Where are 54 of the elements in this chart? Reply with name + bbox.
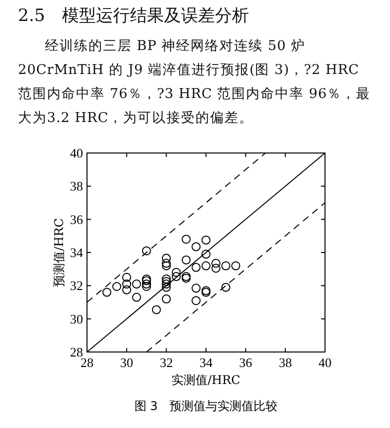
point <box>142 280 151 289</box>
text: 经训练的三层 BP 神经网络对连续 50 炉 20CrMnTiH 的 J9 端淬值进行预报(图 3)，?2 HRC 范围内命中率 76％，?3 HRC 范围内命中率 96％，最大为3.2 HRC，为可以接受的偏差。 <box>18 37 372 128</box>
point <box>221 261 230 270</box>
point <box>192 262 201 272</box>
y-tick-label: 28 <box>70 344 83 360</box>
y-axis-title: 预测值/HRC <box>52 218 66 287</box>
y-tick-label: 30 <box>70 311 83 326</box>
point <box>162 261 171 270</box>
x-tick-label: 38 <box>278 355 292 370</box>
point <box>122 285 132 294</box>
point <box>142 246 151 256</box>
point <box>152 305 161 314</box>
point <box>162 277 171 286</box>
x-tick-label: 28 <box>80 355 94 370</box>
point <box>211 264 220 273</box>
point <box>182 255 191 264</box>
point <box>132 280 142 289</box>
chart-title: 2.5 模型运行结果及误差分析 <box>18 5 250 27</box>
x-tick-label: 30 <box>120 355 134 370</box>
point <box>162 282 171 292</box>
point <box>202 261 210 270</box>
point <box>102 288 112 297</box>
point <box>221 282 230 292</box>
y-tick-label: 40 <box>70 146 83 160</box>
y-tick-label: 36 <box>70 212 84 227</box>
point <box>172 268 181 277</box>
point <box>192 242 201 252</box>
point <box>202 250 210 259</box>
point <box>211 258 220 268</box>
x-tick-label: 36 <box>239 355 253 370</box>
x-tick-label: 32 <box>160 355 173 370</box>
y-tick-label: 38 <box>70 178 83 194</box>
point <box>162 274 171 284</box>
point <box>132 292 142 302</box>
x-axis-title: 实测值/HRC <box>172 373 240 387</box>
point <box>112 282 122 291</box>
x-tick-label: 40 <box>318 355 332 370</box>
x-tick-label: 34 <box>200 355 213 370</box>
y-tick-label: 34 <box>70 245 84 260</box>
caption: 图 3 预测值与实测值比较 <box>134 399 278 413</box>
point <box>192 284 201 293</box>
point <box>182 234 191 244</box>
point <box>162 254 171 263</box>
point <box>122 272 132 282</box>
point <box>162 294 171 304</box>
point <box>202 236 210 245</box>
point <box>172 272 181 282</box>
point <box>192 296 201 306</box>
point <box>122 280 132 289</box>
point <box>231 261 240 270</box>
point <box>162 280 171 289</box>
point <box>162 258 171 268</box>
point <box>142 282 151 291</box>
y-tick-label: 32 <box>70 278 83 294</box>
